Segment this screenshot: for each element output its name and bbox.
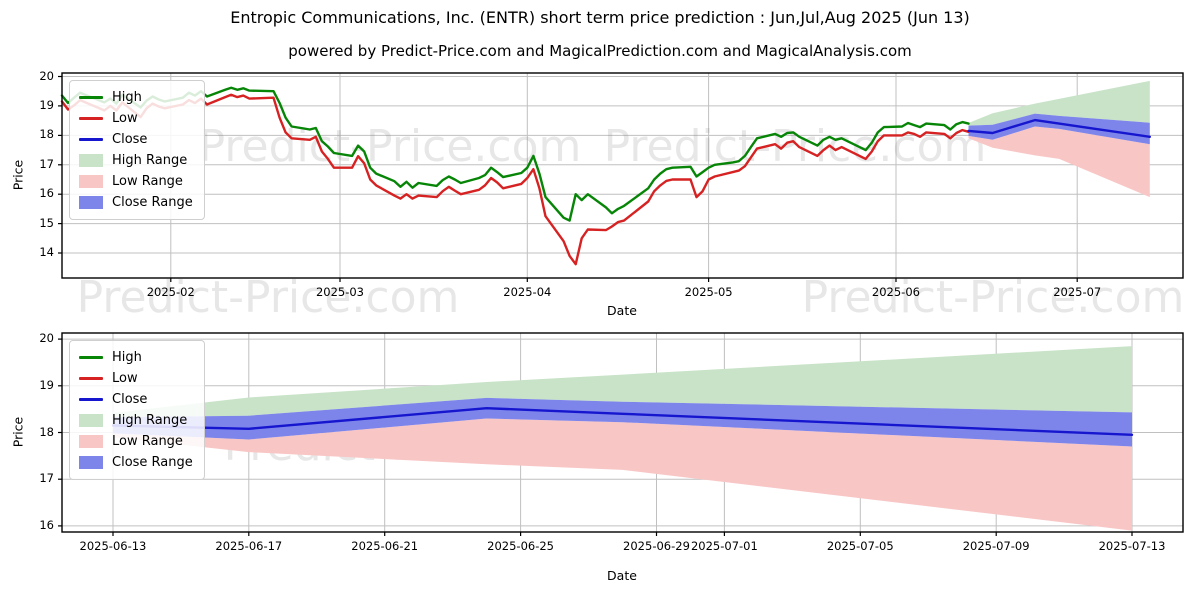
legend-item-close-range: Close Range [79, 192, 193, 213]
x-tick-label: 2025-06-13 [79, 539, 147, 553]
legend-item-low: Low [79, 108, 193, 129]
legend: High Low Close High Range Low Range Close Ran… [69, 340, 205, 480]
y-tick-label: 17 [39, 471, 54, 486]
patch-swatch [79, 456, 103, 469]
legend-label: Close [112, 392, 148, 407]
y-tick-label: 17 [39, 156, 54, 171]
line-swatch [79, 398, 103, 401]
y-tick-label: 20 [39, 68, 54, 83]
x-axis-label-top: Date [607, 303, 637, 318]
high-range-band [113, 346, 1132, 418]
watermark-text: Predict-Price.com [802, 272, 1185, 323]
y-tick-label: 18 [39, 127, 54, 142]
close-range-band [968, 113, 1150, 145]
legend-item-low: Low [79, 368, 193, 389]
legend-item-close: Close [79, 129, 193, 150]
x-tick-label: 2025-06-25 [487, 539, 554, 553]
x-tick-label: 2025-07-09 [962, 539, 1030, 553]
line-swatch [79, 356, 103, 359]
legend-item-high: High [79, 87, 193, 108]
line-swatch [79, 96, 103, 99]
legend-label: Close Range [112, 455, 193, 470]
high-line [60, 86, 970, 222]
legend-label: High Range [112, 153, 188, 168]
x-tick-label: 2025-07 [1053, 285, 1102, 299]
legend-label: Close [112, 132, 148, 147]
watermark-text: Predict-Price.com [77, 272, 460, 323]
legend-item-close-range: Close Range [79, 452, 193, 473]
patch-swatch [79, 196, 103, 209]
low-range-band [968, 126, 1150, 198]
y-tick-label: 16 [39, 517, 54, 532]
legend-label: Low Range [112, 434, 183, 449]
x-tick-label: 2025-07-05 [826, 539, 894, 553]
chart-title: Entropic Communications, Inc. (ENTR) sho… [230, 8, 970, 27]
x-tick-label: 2025-06-21 [351, 539, 419, 553]
legend-label: Low Range [112, 174, 183, 189]
legend: High Low Close High Range Low Range Close Ran… [69, 80, 205, 220]
line-swatch [79, 377, 103, 380]
plot-border [61, 332, 1184, 533]
legend-label: Close Range [112, 195, 193, 210]
chart-subtitle: powered by Predict-Price.com and Magical… [288, 42, 912, 60]
patch-swatch [79, 175, 103, 188]
y-tick-label: 20 [39, 331, 54, 346]
watermark-text: Predict-Price.com [604, 121, 987, 172]
legend-label: High [112, 350, 142, 365]
patch-swatch [79, 435, 103, 448]
legend-item-low-range: Low Range [79, 171, 193, 192]
x-tick-label: 2025-07-13 [1098, 539, 1166, 553]
x-tick-label: 2025-03 [315, 285, 364, 299]
x-tick-label: 2025-06 [871, 285, 920, 299]
y-tick-label: 18 [39, 424, 54, 439]
legend-item-high-range: High Range [79, 150, 193, 171]
close-range-band [113, 397, 1132, 447]
line-swatch [79, 138, 103, 141]
legend-item-low-range: Low Range [79, 431, 193, 452]
y-tick-label: 19 [39, 377, 54, 392]
y-tick-label: 16 [39, 186, 54, 201]
patch-swatch [79, 154, 103, 167]
close-forecast-line [967, 118, 1152, 139]
x-tick-label: 2025-04 [503, 285, 552, 299]
legend-label: Low [112, 371, 138, 386]
legend-item-high: High [79, 347, 193, 368]
patch-swatch [79, 414, 103, 427]
legend-label: Low [112, 111, 138, 126]
legend-item-close: Close [79, 389, 193, 410]
legend-label: High Range [112, 413, 188, 428]
watermark-text: Predict-Price.com [199, 121, 582, 172]
x-tick-label: 2025-07-01 [690, 539, 758, 553]
plot-border [61, 72, 1184, 279]
high-range-band [968, 80, 1150, 126]
low-range-band [113, 418, 1132, 531]
x-tick-label: 2025-05 [684, 285, 733, 299]
x-tick-label: 2025-06-17 [215, 539, 283, 553]
legend-item-high-range: High Range [79, 410, 193, 431]
legend-label: High [112, 90, 142, 105]
y-tick-label: 14 [39, 245, 54, 259]
x-tick-label: 2025-02 [146, 285, 195, 299]
x-tick-label: 2025-06-29 [623, 539, 690, 553]
line-swatch [79, 117, 103, 120]
x-axis-label-bottom: Date [607, 568, 637, 583]
y-tick-label: 19 [39, 97, 54, 112]
low-line [60, 93, 970, 266]
y-tick-label: 15 [39, 215, 54, 230]
